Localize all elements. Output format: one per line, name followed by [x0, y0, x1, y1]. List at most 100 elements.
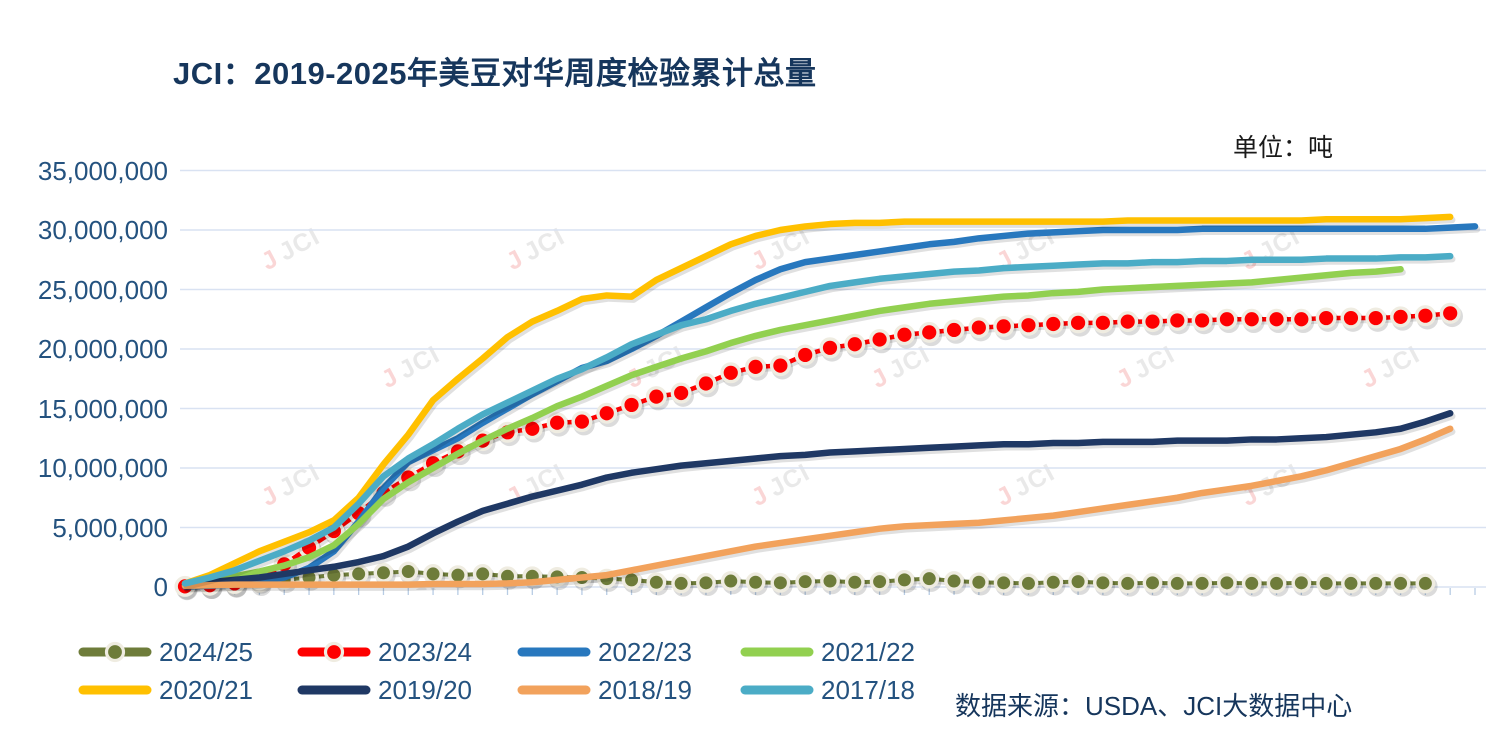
- legend-item-2022-23: 2022/23: [517, 636, 692, 668]
- data-point-2023-24: [670, 382, 692, 404]
- data-point-2024-25: [869, 571, 890, 592]
- data-point-2023-24: [1439, 302, 1461, 324]
- chart-title: JCI：2019-2025年美豆对华周度检验累计总量: [173, 56, 817, 91]
- legend-marker-icon: [78, 685, 152, 695]
- data-point-2024-25: [944, 571, 964, 591]
- data-point-2023-24: [1315, 307, 1337, 329]
- legend-marker-icon: [740, 647, 814, 657]
- series-line-2018-19: [181, 425, 1454, 590]
- data-point-2024-25: [1018, 573, 1039, 594]
- data-point-2024-25: [1117, 573, 1138, 594]
- y-axis-label: 5,000,000: [52, 512, 168, 543]
- data-point-2023-24: [621, 394, 643, 416]
- data-point-2023-24: [918, 321, 940, 343]
- legend-item-2019-20: 2019/20: [297, 674, 472, 706]
- data-point-2024-25: [1365, 573, 1386, 594]
- y-axis-label: 15,000,000: [37, 393, 168, 424]
- data-point-2023-24: [844, 333, 866, 355]
- data-point-2023-24: [1067, 312, 1089, 334]
- data-point-2023-24: [1216, 308, 1238, 330]
- data-point-2023-24: [1092, 312, 1114, 334]
- data-point-2024-25: [696, 572, 716, 593]
- data-source: 数据来源：USDA、JCI大数据中心: [955, 691, 1353, 721]
- legend-label: 2021/22: [821, 636, 915, 667]
- data-point-2024-25: [1341, 573, 1361, 594]
- y-axis-label: 10,000,000: [37, 453, 168, 483]
- series-line-2017-18: [181, 252, 1454, 587]
- data-point-2024-25: [373, 562, 394, 583]
- data-point-2023-24: [1166, 309, 1188, 331]
- data-point-2024-25: [968, 572, 989, 593]
- data-point-2024-25: [1390, 573, 1411, 594]
- data-point-2024-25: [1092, 572, 1113, 593]
- data-point-2023-24: [1141, 311, 1163, 333]
- y-axis: 0 5,000,000 10,000,000 15,000,000 20,000,000…: [0, 0, 168, 640]
- data-point-2024-25: [993, 572, 1014, 593]
- data-point-2023-24: [943, 319, 965, 341]
- data-point-2023-24: [571, 411, 593, 433]
- data-point-2024-25: [894, 569, 915, 590]
- data-point-2024-25: [1316, 573, 1337, 594]
- data-point-2023-24: [1365, 307, 1387, 329]
- data-point-2023-24: [1017, 314, 1039, 336]
- data-point-2024-25: [1415, 573, 1436, 594]
- legend-label: 2018/19: [598, 674, 692, 705]
- data-point-2024-25: [398, 561, 419, 582]
- legend-item-2024-25: 2024/25: [78, 636, 253, 668]
- series-line-2020-21: [181, 213, 1454, 587]
- series-line-2019-20: [181, 410, 1454, 588]
- data-point-2024-25: [423, 564, 443, 584]
- legend-item-2021-22: 2021/22: [740, 636, 915, 668]
- data-point-2023-24: [1290, 308, 1312, 330]
- data-point-2024-25: [1241, 573, 1262, 594]
- data-point-2024-25: [795, 571, 816, 592]
- data-point-2023-24: [893, 324, 915, 346]
- data-point-2023-24: [968, 317, 990, 339]
- legend-item-2017-18: 2017/18: [740, 674, 915, 706]
- data-point-2023-24: [794, 344, 816, 366]
- data-point-2024-25: [1217, 572, 1237, 593]
- data-point-2023-24: [993, 315, 1015, 337]
- data-point-2023-24: [546, 412, 568, 434]
- legend-marker-icon: [78, 641, 152, 663]
- y-axis-label: 20,000,000: [37, 334, 168, 364]
- legend-marker-icon: [517, 685, 591, 695]
- y-axis-label: 0: [153, 572, 168, 602]
- data-point-2024-25: [646, 572, 667, 593]
- series-line-2023-24: [182, 311, 1453, 589]
- unit-label: 单位：吨: [1233, 134, 1334, 162]
- data-point-2024-25: [671, 573, 692, 594]
- legend-marker-icon: [297, 685, 371, 695]
- data-point-2023-24: [819, 337, 841, 359]
- legend-marker-icon: [740, 685, 814, 695]
- data-point-2023-24: [1266, 308, 1288, 330]
- y-axis-label: 30,000,000: [37, 215, 168, 245]
- legend-label: 2017/18: [821, 674, 915, 705]
- legend-label: 2019/20: [378, 674, 472, 705]
- data-point-2023-24: [769, 355, 791, 377]
- legend-label: 2022/23: [598, 636, 692, 667]
- data-point-2024-25: [844, 572, 865, 593]
- data-point-2023-24: [1042, 313, 1064, 335]
- legend-marker-icon: [517, 647, 591, 657]
- data-point-2024-25: [820, 571, 840, 591]
- data-point-2024-25: [720, 571, 741, 591]
- data-point-2024-25: [1266, 573, 1287, 594]
- data-point-2023-24: [720, 362, 742, 384]
- data-point-2024-25: [1167, 573, 1188, 594]
- data-point-2023-24: [695, 373, 717, 395]
- data-point-2023-24: [1117, 311, 1139, 333]
- data-point-2024-25: [472, 564, 493, 584]
- data-point-2024-25: [1192, 573, 1213, 594]
- data-point-2024-25: [919, 568, 940, 589]
- series-line-2022-23: [181, 223, 1479, 590]
- data-point-2023-24: [1241, 308, 1263, 330]
- y-axis-label: 35,000,000: [37, 155, 168, 186]
- series-line-2021-22: [181, 266, 1404, 588]
- y-axis-label: 25,000,000: [37, 274, 168, 305]
- data-point-2023-24: [1191, 309, 1213, 331]
- data-point-2024-25: [1142, 572, 1163, 593]
